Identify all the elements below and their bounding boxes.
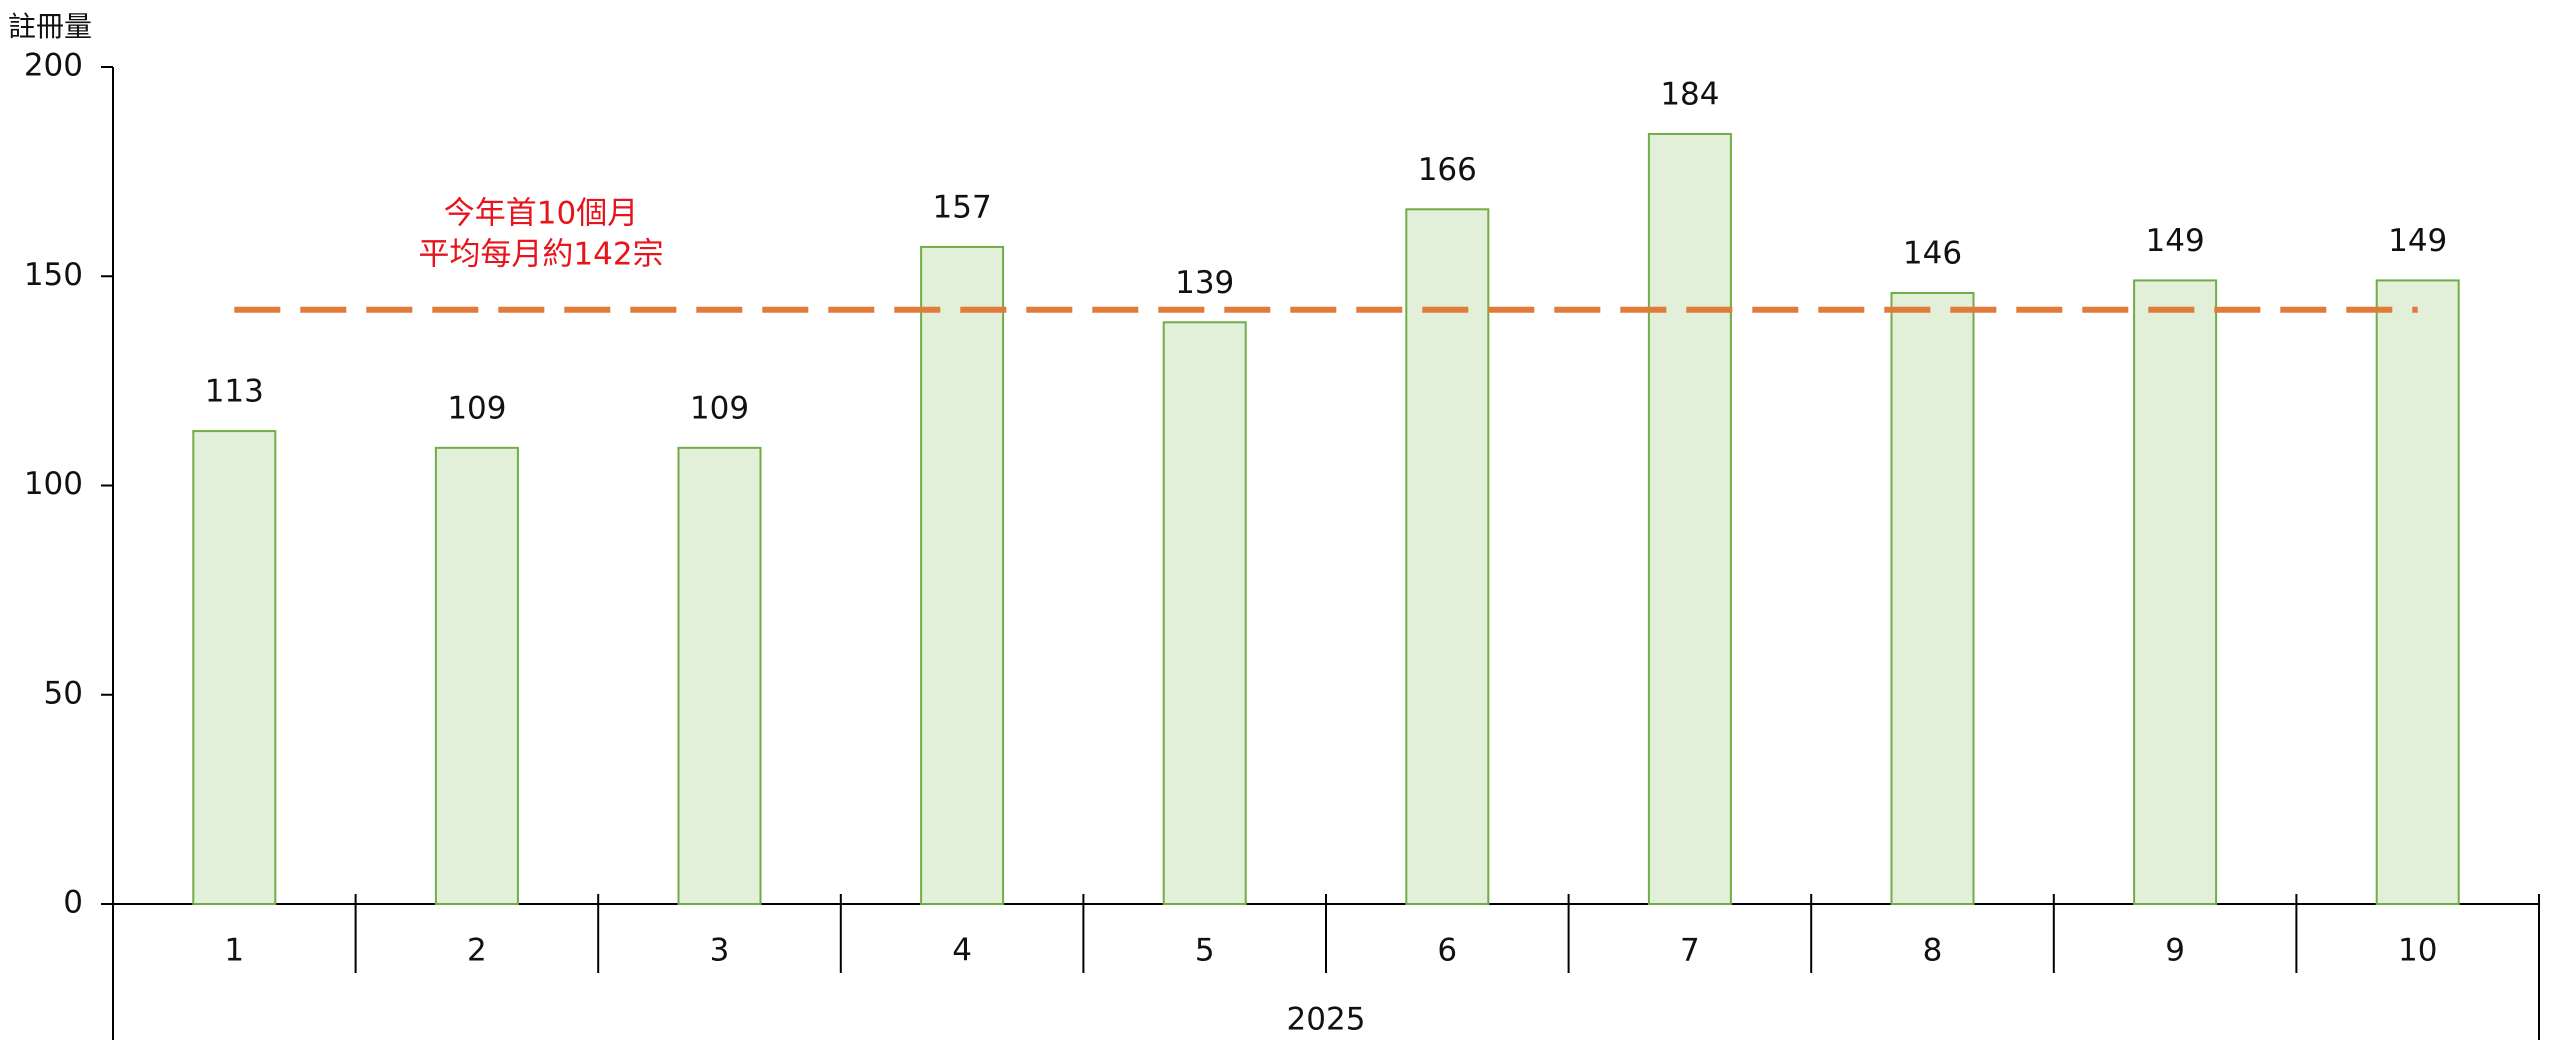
y-tick-label: 200 bbox=[24, 48, 83, 84]
x-tick-label: 4 bbox=[952, 933, 972, 969]
x-tick-label: 8 bbox=[1923, 933, 1943, 969]
x-tick-label: 7 bbox=[1680, 933, 1700, 969]
x-tick-label: 5 bbox=[1195, 933, 1215, 969]
x-tick-label: 10 bbox=[2398, 933, 2437, 969]
bar bbox=[1890, 291, 1975, 905]
bar bbox=[192, 430, 277, 905]
x-tick-label: 6 bbox=[1437, 933, 1457, 969]
value-label: 149 bbox=[2146, 223, 2205, 259]
y-tick-label: 100 bbox=[24, 466, 83, 502]
bar bbox=[434, 446, 519, 905]
value-label: 109 bbox=[690, 390, 749, 426]
value-label: 146 bbox=[1903, 235, 1962, 271]
average-annotation: 今年首10個月 bbox=[444, 196, 638, 232]
bar bbox=[1405, 208, 1490, 906]
value-label: 109 bbox=[447, 390, 506, 426]
bar bbox=[1647, 132, 1732, 905]
value-label: 184 bbox=[1660, 76, 1719, 112]
value-label: 166 bbox=[1418, 152, 1477, 188]
bar bbox=[2375, 279, 2460, 905]
average-annotation: 平均每月約142宗 bbox=[418, 237, 663, 273]
y-tick-label: 50 bbox=[44, 675, 83, 711]
x-tick-label: 9 bbox=[2165, 933, 2185, 969]
value-label: 139 bbox=[1175, 265, 1234, 301]
x-axis-title: 2025 bbox=[1287, 1002, 1366, 1038]
y-tick-label: 0 bbox=[63, 885, 83, 921]
bar bbox=[677, 446, 762, 905]
x-tick-label: 2 bbox=[467, 933, 487, 969]
value-label: 113 bbox=[205, 374, 264, 410]
value-label: 157 bbox=[933, 189, 992, 225]
bar bbox=[1162, 321, 1247, 906]
value-label: 149 bbox=[2388, 223, 2447, 259]
x-tick-label: 3 bbox=[710, 933, 730, 969]
y-tick-label: 150 bbox=[24, 257, 83, 293]
bar bbox=[920, 245, 1005, 905]
x-tick-label: 1 bbox=[224, 933, 244, 969]
bar bbox=[2133, 279, 2218, 905]
y-axis-title: 註冊量 bbox=[8, 10, 92, 43]
